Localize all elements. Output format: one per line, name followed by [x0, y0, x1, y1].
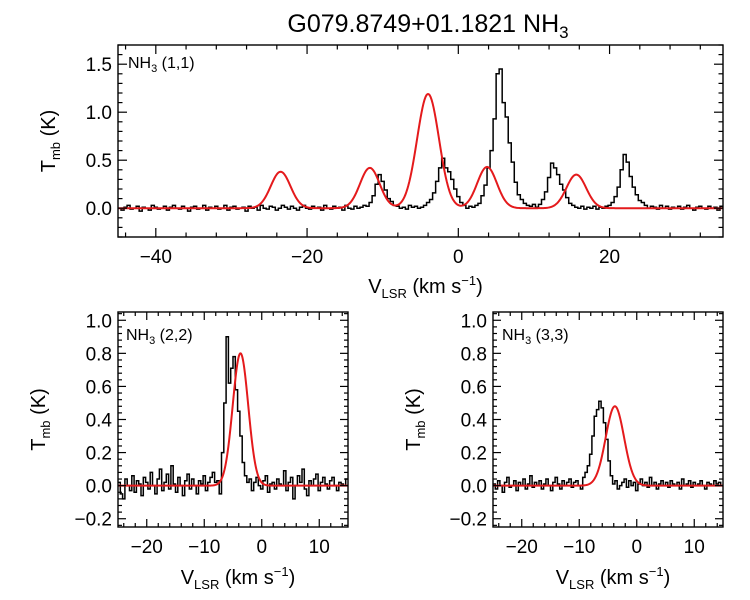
y-tick-label: −0.2 — [449, 510, 487, 531]
x-tick-label: −40 — [140, 247, 172, 268]
figure-title: G079.8749+01.1821 NH3 — [287, 10, 568, 42]
chart-panel-nh3-22: −20 −10 0 10 −0.2 0.0 0.2 0.4 0.6 0.8 1.0 VLSR (km … — [28, 311, 349, 592]
transition-label: NH3 (1,1) — [128, 55, 195, 75]
x-tick-label: 10 — [684, 537, 705, 558]
fit-line — [118, 93, 723, 210]
x-tick-label: 20 — [599, 247, 620, 268]
fit-line — [118, 352, 348, 487]
x-tick-label: 10 — [309, 537, 330, 558]
x-tick-label: 0 — [256, 537, 267, 558]
x-tick-label: −20 — [131, 537, 163, 558]
x-axis-title: VLSR (km s−1) — [368, 273, 483, 301]
x-tick-label: −20 — [291, 247, 323, 268]
fit-line — [493, 405, 723, 487]
transition-label: NH3 (3,3) — [502, 327, 569, 347]
y-tick-label: 0.5 — [86, 151, 112, 172]
y-tick-label: 0.6 — [461, 377, 487, 398]
chart-panel-nh3-11: −40 −20 0 20 0.0 0.5 1.0 1.5 VLSR (km s−1) Tmb (K… — [38, 44, 724, 301]
y-tick-label: 0.4 — [461, 411, 488, 432]
spectrum-line — [493, 400, 723, 494]
y-axis-title: Tmb (K) — [403, 388, 428, 451]
spectrum-line — [118, 68, 723, 212]
spectrum-line — [118, 336, 348, 500]
x-tick-label: −10 — [188, 537, 220, 558]
y-tick-label: 0.0 — [86, 477, 112, 498]
x-tick-label: 0 — [453, 247, 464, 268]
y-tick-label: 0.2 — [86, 444, 112, 465]
y-tick-label: −0.2 — [74, 510, 112, 531]
transition-label: NH3 (2,2) — [126, 327, 193, 347]
chart-panel-nh3-33: −20 −10 0 10 −0.2 0.0 0.2 0.4 0.6 0.8 1.0 VLSR (km … — [403, 311, 724, 592]
x-axis-title: VLSR (km s−1) — [181, 564, 296, 592]
y-tick-label: 1.0 — [86, 311, 112, 332]
y-tick-label: 1.5 — [86, 55, 112, 76]
y-tick-label: 0.0 — [461, 477, 487, 498]
y-tick-label: 0.4 — [86, 411, 113, 432]
y-tick-label: 0.8 — [86, 344, 112, 365]
x-tick-label: −10 — [563, 537, 595, 558]
y-tick-label: 1.0 — [461, 311, 487, 332]
x-tick-label: 0 — [631, 537, 642, 558]
y-tick-label: 0.2 — [461, 444, 487, 465]
y-axis-title: Tmb (K) — [28, 388, 53, 451]
y-axis-title: Tmb (K) — [38, 110, 63, 173]
y-tick-label: 0.6 — [86, 377, 112, 398]
y-tick-label: 0.0 — [86, 199, 112, 220]
y-tick-label: 1.0 — [86, 103, 112, 124]
x-axis-title: VLSR (km s−1) — [556, 564, 671, 592]
y-tick-label: 0.8 — [461, 344, 487, 365]
x-tick-label: −20 — [506, 537, 538, 558]
